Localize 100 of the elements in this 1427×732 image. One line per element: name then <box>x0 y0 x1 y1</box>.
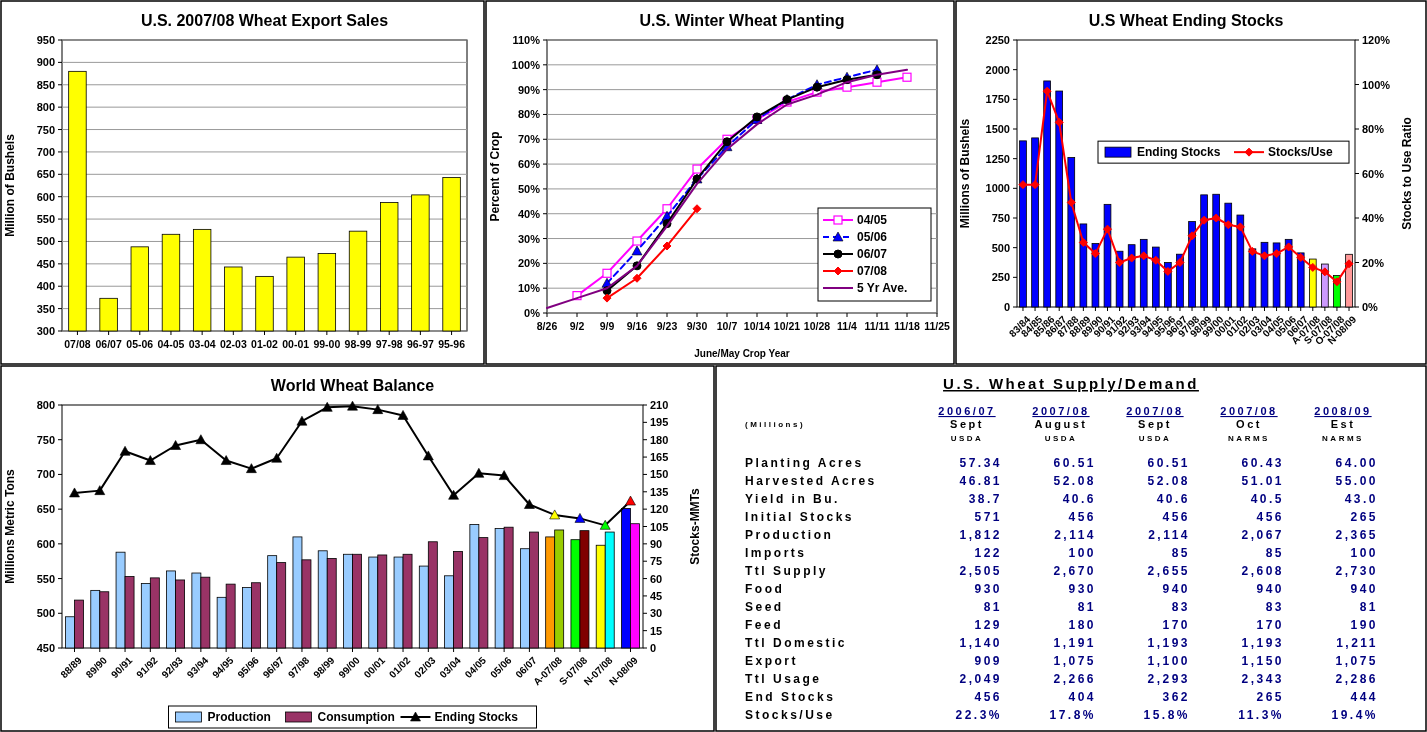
text: 180 <box>1068 618 1096 632</box>
y-tick-label: 250 <box>991 271 1010 284</box>
category-label: Ttl Supply <box>745 564 828 578</box>
text: 930 <box>1068 582 1096 596</box>
x-tick-label: 9/2 <box>569 320 585 332</box>
text: 1,140 <box>959 636 1002 650</box>
x-tick-label: 02-03 <box>219 338 247 350</box>
x-tick-label: 10/7 <box>716 320 738 332</box>
text: 1,150 <box>1241 654 1284 668</box>
text: 170 <box>1256 618 1284 632</box>
text: 190 <box>1350 618 1378 632</box>
y2-tick-label: 0% <box>1362 301 1379 313</box>
x-tick-label: 03-04 <box>188 338 216 350</box>
y-tick-label: 450 <box>36 642 55 654</box>
y2-tick-label: 180 <box>650 433 669 446</box>
x-tick-label: 9/16 <box>626 320 648 332</box>
y-tick-label: 350 <box>36 302 55 315</box>
text: 55.00 <box>1335 474 1378 488</box>
y2-tick-label: 105 <box>650 520 669 533</box>
legend-label: Consumption <box>317 710 395 724</box>
x-tick-label: 06/07 <box>95 338 122 350</box>
y2-tick-label: 15 <box>650 624 663 637</box>
category-label: Seed <box>745 600 784 614</box>
text: 2,049 <box>959 672 1002 686</box>
text: 19.4% <box>1331 708 1378 722</box>
text: 2,365 <box>1335 528 1378 542</box>
legend-label: 5 Yr Ave. <box>857 281 908 295</box>
y-tick-label: 1250 <box>985 152 1010 165</box>
y-tick-label: 600 <box>36 537 55 550</box>
category-label: Harvested Acres <box>745 474 877 488</box>
y2-tick-label: 60% <box>1362 167 1385 180</box>
y-tick-label: 550 <box>36 213 55 226</box>
y2-tick-label: 45 <box>650 589 663 602</box>
text: 43.0 <box>1344 492 1378 506</box>
y2-tick-label: 195 <box>650 416 669 429</box>
category-label: Initial Stocks <box>745 510 855 524</box>
x-tick-label: 9/30 <box>686 320 708 332</box>
y-tick-label: 70% <box>517 133 541 146</box>
y-tick-label: 800 <box>36 101 55 114</box>
category-label: Planting Acres <box>745 456 864 470</box>
y-tick-label: 550 <box>36 572 55 585</box>
y-tick-label: 750 <box>991 212 1010 224</box>
text: 57.34 <box>959 456 1002 470</box>
text: 100 <box>1068 546 1096 560</box>
text: 571 <box>974 510 1002 524</box>
text: 17.8% <box>1049 708 1096 722</box>
y2-tick-label: 75 <box>650 555 663 568</box>
y2-tick-label: 100% <box>1362 78 1391 91</box>
text: (Millions) <box>745 420 806 429</box>
y-tick-label: 400 <box>36 280 55 293</box>
y-axis-title: Percent of Crop <box>488 131 502 222</box>
text: 85 <box>1265 546 1284 560</box>
y2-tick-label: 30 <box>650 607 663 620</box>
y-tick-label: 80% <box>517 108 541 121</box>
category-label: 2007/08 Sept USDA <box>1126 405 1184 443</box>
category-label: Imports <box>745 546 807 560</box>
y-tick-label: 700 <box>36 468 55 481</box>
x-tick-label: 8/26 <box>536 320 558 332</box>
text: 81 <box>983 600 1002 614</box>
text: 940 <box>1162 582 1190 596</box>
text: 2,343 <box>1241 672 1284 686</box>
text: 129 <box>974 618 1002 632</box>
category-label: Stocks/Use <box>745 708 835 722</box>
x-tick-label: 99-00 <box>313 338 341 350</box>
legend-label: 04/05 <box>857 213 888 227</box>
text: 11.3% <box>1238 708 1284 722</box>
category-label: 2007/08 August USDA <box>1032 405 1090 443</box>
category-label: Feed <box>745 618 784 632</box>
y-tick-label: 0 <box>1003 301 1010 313</box>
category-label: Export <box>745 654 799 668</box>
y-tick-label: 800 <box>36 399 55 411</box>
y2-axis-title: Stocks-MMTs <box>688 487 702 565</box>
y-tick-label: 950 <box>36 34 55 46</box>
y2-tick-label: 60 <box>650 572 663 585</box>
y-tick-label: 600 <box>36 190 55 203</box>
category-label: End Stocks <box>745 690 836 704</box>
y-axis-title: Millions Metric Tons <box>3 468 17 584</box>
x-tick-label: 98-99 <box>344 338 372 350</box>
y-tick-label: 0% <box>524 307 541 319</box>
legend-label: Production <box>207 710 271 724</box>
text: 404 <box>1068 690 1096 704</box>
text: 1,193 <box>1241 636 1284 650</box>
text: 40.5 <box>1250 492 1284 506</box>
y-axis-title: Millions of Bushels <box>958 118 972 229</box>
text: 1,075 <box>1335 654 1378 668</box>
text: 2,505 <box>959 564 1002 578</box>
y-tick-label: 500 <box>36 607 55 620</box>
y-tick-label: 1750 <box>985 93 1010 106</box>
y-tick-label: 750 <box>36 433 55 446</box>
text: 46.81 <box>959 474 1002 488</box>
text: 940 <box>1350 582 1378 596</box>
y2-tick-label: 165 <box>650 451 669 464</box>
x-tick-label: 11/18 <box>894 320 921 332</box>
y2-axis-title: Stocks to Use Ratio <box>1400 117 1414 230</box>
text: 2,067 <box>1241 528 1284 542</box>
y2-tick-label: 0 <box>650 642 657 654</box>
y-tick-label: 650 <box>36 168 55 181</box>
x-tick-label: 10/28 <box>803 320 831 332</box>
y2-tick-label: 20% <box>1362 256 1385 269</box>
text: 456 <box>1068 510 1096 524</box>
